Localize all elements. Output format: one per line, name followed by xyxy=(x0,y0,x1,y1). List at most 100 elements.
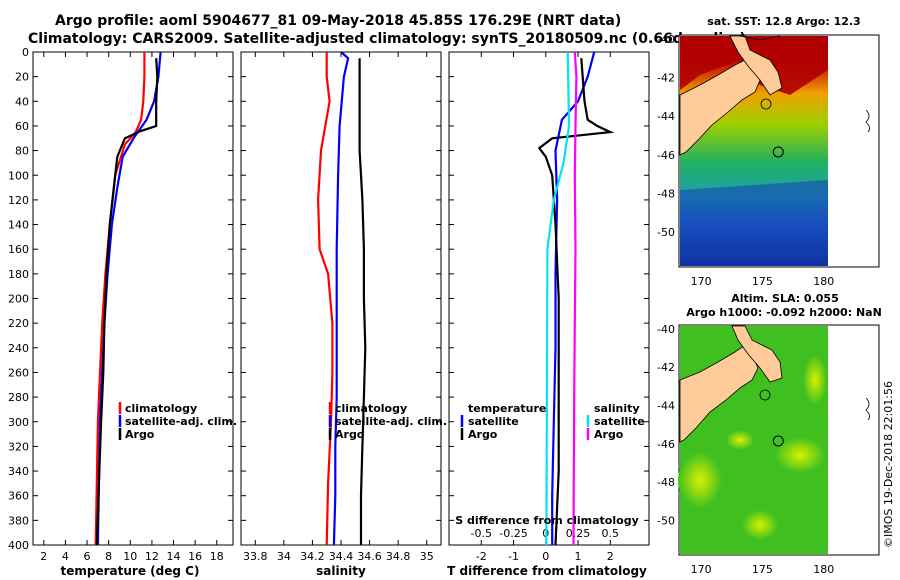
map-y-tick-label: -42 xyxy=(657,361,675,374)
figure-title-line1: Argo profile: aoml 5904677_81 09-May-201… xyxy=(55,13,621,29)
y-tick-label: 380 xyxy=(8,514,29,527)
x-tick-label: 4 xyxy=(62,550,69,563)
x-tick-label: 34.6 xyxy=(357,550,382,563)
sla-high-anomaly xyxy=(678,452,722,508)
salinity-panel xyxy=(240,51,442,546)
temperature-panel xyxy=(32,51,234,546)
x-tick-label: 33.8 xyxy=(243,550,268,563)
x-top-tick-label: 0.5 xyxy=(602,527,620,540)
sst-map xyxy=(678,34,880,268)
y-tick-label: 60 xyxy=(15,120,29,133)
y-tick-label: 200 xyxy=(8,293,29,306)
x-tick-label: 10 xyxy=(123,550,137,563)
legend-s-satellite-label: satellite xyxy=(594,415,645,428)
sst-coast-contour xyxy=(739,35,781,41)
difference-xlabel-top: S difference from climatology xyxy=(455,514,639,527)
x-tick-label: 8 xyxy=(105,550,112,563)
legend-salinity-title: salinity xyxy=(594,402,640,415)
x-tick-label: 12 xyxy=(145,550,159,563)
series-line-argo xyxy=(95,58,159,546)
x-tick-label: 34 xyxy=(277,550,291,563)
series-line-t-argo xyxy=(537,58,615,546)
y-tick-label: 220 xyxy=(8,317,29,330)
y-tick-label: 260 xyxy=(8,366,29,379)
x-tick-label: 35 xyxy=(420,550,434,563)
map-y-tick-label: -50 xyxy=(657,226,675,239)
sst-chatham-islands xyxy=(865,109,870,133)
y-tick-label: 320 xyxy=(8,440,29,453)
x-tick-label: -1 xyxy=(508,550,519,563)
map-y-tick-label: -40 xyxy=(657,323,675,336)
sla-high-anomaly xyxy=(803,355,827,405)
x-tick-label: 0 xyxy=(542,550,549,563)
x-tick-label: 2 xyxy=(40,550,47,563)
sla-land-north xyxy=(731,325,783,383)
series-line-t-satellite xyxy=(551,51,596,545)
map-y-tick-label: -46 xyxy=(657,149,675,162)
map-x-tick-label: 175 xyxy=(752,563,773,576)
sla-land xyxy=(679,344,759,443)
legend-t-satellite-label: satellite xyxy=(468,415,519,428)
map-y-tick-label: -44 xyxy=(657,400,675,413)
copyright-credit: ©IMOS 19-Dec-2018 22:01:56 xyxy=(882,381,895,548)
y-tick-label: 20 xyxy=(15,71,29,84)
salinity-legend: climatology satellite-adj. clim. Argo xyxy=(328,402,447,441)
legend-climatology-label: climatology xyxy=(335,402,407,415)
y-tick-label: 340 xyxy=(8,465,29,478)
x-tick-label: 1 xyxy=(575,550,582,563)
temperature-xlabel: temperature (deg C) xyxy=(61,564,200,578)
difference-xlabel: T difference from climatology xyxy=(447,564,647,578)
series-line-satellite-adj-clim- xyxy=(332,51,350,546)
series-line-s-argo xyxy=(572,51,578,546)
legend-climatology-label: climatology xyxy=(125,402,197,415)
y-tick-label: 120 xyxy=(8,194,29,207)
y-tick-label: 360 xyxy=(8,490,29,503)
sla-map-title-line2: Argo h1000: -0.092 h2000: NaN xyxy=(686,306,882,319)
legend-t-argo-label: Argo xyxy=(468,428,498,441)
legend-satellite-label: satellite-adj. clim. xyxy=(125,415,237,428)
legend-argo-label: Argo xyxy=(335,428,365,441)
map-x-tick-label: 180 xyxy=(813,275,834,288)
series-line-argo xyxy=(358,58,367,545)
difference-panel xyxy=(448,51,650,546)
x-tick-label: 2 xyxy=(607,550,614,563)
sst-island-marker xyxy=(760,98,772,110)
sla-high-anomaly xyxy=(775,437,825,473)
series-line-s-satellite xyxy=(545,51,571,546)
x-tick-label: 34.2 xyxy=(300,550,325,563)
map-y-tick-label: -40 xyxy=(657,33,675,46)
sla-map xyxy=(678,324,880,556)
y-tick-label: 240 xyxy=(8,342,29,355)
y-tick-label: 80 xyxy=(15,145,29,158)
sla-argo-position xyxy=(772,435,784,447)
sla-high-anomaly xyxy=(742,510,778,540)
x-top-tick-label: 0.25 xyxy=(566,527,591,540)
y-tick-label: 100 xyxy=(8,169,29,182)
sst-land-north xyxy=(729,35,783,96)
sla-island-marker xyxy=(759,389,771,401)
sla-map-title-line1: Altim. SLA: 0.055 xyxy=(731,292,838,305)
sst-land xyxy=(679,59,761,156)
map-x-tick-label: 170 xyxy=(691,563,712,576)
map-y-tick-label: -48 xyxy=(657,188,675,201)
y-tick-label: 300 xyxy=(8,416,29,429)
y-tick-label: 40 xyxy=(15,95,29,108)
y-tick-label: 160 xyxy=(8,243,29,256)
sst-cold-region xyxy=(680,180,828,266)
map-y-tick-label: -48 xyxy=(657,476,675,489)
temperature-legend: climatology satellite-adj. clim. Argo xyxy=(118,402,237,441)
sst-map-title: sat. SST: 12.8 Argo: 12.3 xyxy=(707,15,860,28)
y-tick-label: 180 xyxy=(8,268,29,281)
legend-argo-label: Argo xyxy=(125,428,155,441)
y-tick-label: 140 xyxy=(8,219,29,232)
map-x-tick-label: 175 xyxy=(752,275,773,288)
x-tick-label: 6 xyxy=(84,550,91,563)
y-tick-label: 0 xyxy=(22,46,29,59)
sst-argo-position xyxy=(772,146,784,158)
legend-temperature-title: temperature xyxy=(468,402,546,415)
x-tick-label: 16 xyxy=(188,550,202,563)
x-tick-label: 34.8 xyxy=(386,550,411,563)
y-tick-label: 400 xyxy=(8,539,29,552)
map-y-tick-label: -44 xyxy=(657,110,675,123)
